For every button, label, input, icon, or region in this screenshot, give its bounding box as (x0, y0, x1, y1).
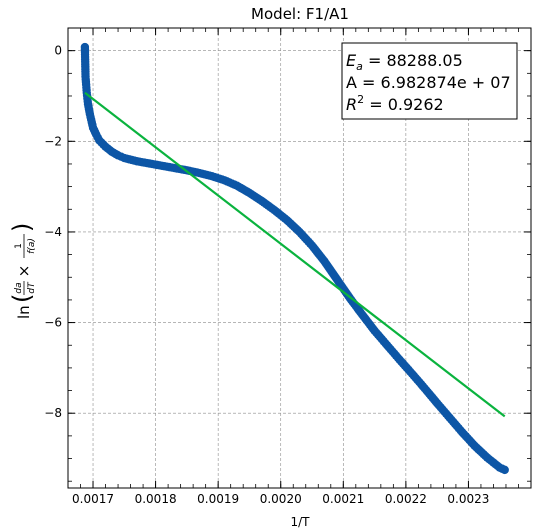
annotation-ea-symbol: E (346, 51, 357, 70)
x-tick-label: 0.0021 (322, 492, 364, 506)
y-tick-label: 0 (54, 44, 62, 58)
y-label-frac1-den: dT (27, 281, 37, 294)
x-tick-label: 0.0022 (385, 492, 427, 506)
scatter-point (500, 465, 509, 475)
y-tick-label: −8 (44, 406, 62, 420)
x-tick-label: 0.0023 (447, 492, 489, 506)
y-axis-label: ln ( da dT × 1 f(a) ) (8, 223, 37, 319)
y-label-frac2-num: 1 (14, 243, 24, 249)
x-tick-label: 0.0017 (72, 492, 114, 506)
annotation-r2: R2 = 0.9262 (346, 93, 444, 114)
annotation-box: Ea = 88288.05 A = 6.982874e + 07 R2 = 0.… (341, 42, 518, 120)
x-tick-label: 0.0018 (135, 492, 177, 506)
y-label-frac1-num: da (14, 282, 24, 293)
series-layer (80, 42, 509, 475)
plot-frame (67, 27, 532, 489)
annotation-ea: Ea = 88288.05 (346, 51, 463, 73)
x-tick-label: 0.0020 (260, 492, 302, 506)
y-label-prefix: ln (15, 305, 33, 319)
annotation-frame (341, 42, 518, 120)
annotation-r2-value: = 0.9262 (364, 95, 444, 114)
y-label-paren-open: ( (8, 294, 36, 303)
chart-title: Model: F1/A1 (251, 5, 349, 23)
annotation-a: A = 6.982874e + 07 (346, 73, 511, 92)
annotation-ea-sub: a (356, 60, 363, 73)
fit-line (84, 91, 506, 418)
y-label-frac2-den: f(a) (27, 238, 37, 254)
x-tick-label: 0.0019 (197, 492, 239, 506)
y-tick-label: −4 (44, 225, 62, 239)
y-tick-label: −2 (44, 134, 62, 148)
y-label-times: × (15, 265, 33, 278)
annotation-r2-sup: 2 (357, 93, 364, 106)
annotation-ea-value: = 88288.05 (363, 51, 463, 70)
y-label-paren-close: ) (8, 223, 36, 232)
x-axis-label: 1/T (290, 515, 310, 529)
ticks: 0.0017 0.0018 0.0019 0.0020 0.0021 0.0022 0.00… (44, 27, 532, 506)
annotation-r2-symbol: R (346, 95, 357, 114)
y-tick-label: −6 (44, 316, 62, 330)
